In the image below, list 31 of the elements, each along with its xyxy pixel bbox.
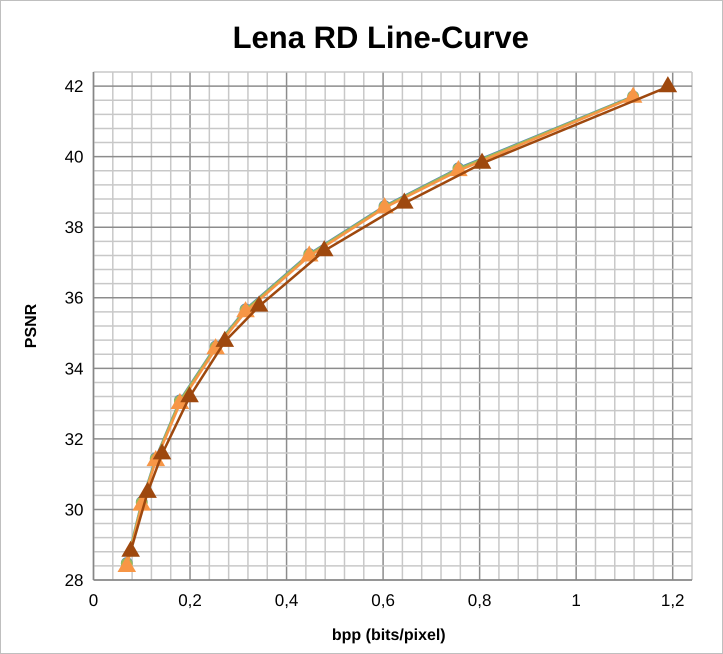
point <box>250 296 268 312</box>
point <box>314 240 334 256</box>
point <box>138 482 157 498</box>
point <box>152 443 172 460</box>
x-tick-label: 0,4 <box>274 591 298 610</box>
chart-title: Lena RD Line-Curve <box>232 20 529 55</box>
point <box>121 540 140 557</box>
x-tick-label: 0 <box>88 591 98 610</box>
point <box>300 245 319 262</box>
y-tick-label: 42 <box>64 77 84 96</box>
x-axis-title: bpp (bits/pixel) <box>332 627 446 644</box>
point <box>118 556 136 572</box>
y-tick-label: 40 <box>64 148 84 167</box>
point <box>395 192 414 209</box>
y-tick-label: 32 <box>64 430 84 449</box>
point <box>658 76 678 92</box>
y-tick-label: 30 <box>64 500 84 520</box>
x-tick-label: 0,2 <box>178 591 202 610</box>
x-tick-label: 0,8 <box>468 591 492 610</box>
y-axis-title: PSNR <box>23 303 40 348</box>
point <box>180 386 199 402</box>
point <box>472 152 492 169</box>
y-tick-label: 28 <box>64 570 84 590</box>
x-tick-label: 0,6 <box>371 591 395 610</box>
point <box>375 197 394 214</box>
x-tick-label: 1 <box>571 591 581 610</box>
y-tick-label: 34 <box>64 359 84 378</box>
x-tick-label: 1,2 <box>660 591 685 610</box>
point <box>215 330 234 347</box>
y-tick-label: 36 <box>64 288 84 308</box>
y-tick-label: 38 <box>64 218 84 238</box>
